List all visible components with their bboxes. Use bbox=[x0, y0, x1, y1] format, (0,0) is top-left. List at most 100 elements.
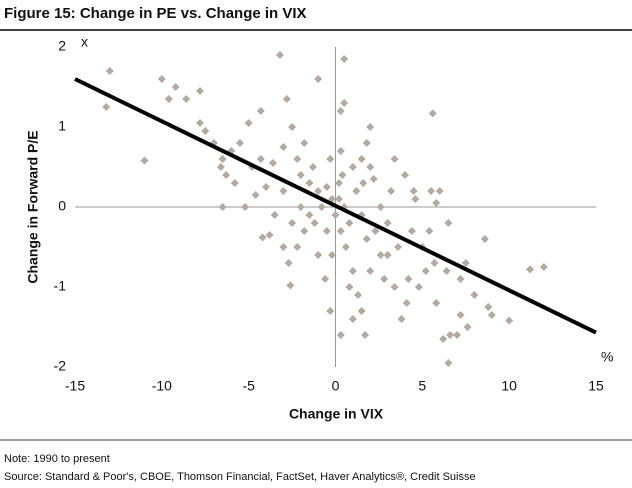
point bbox=[230, 179, 239, 187]
point bbox=[348, 315, 357, 323]
point bbox=[328, 251, 337, 259]
point bbox=[444, 219, 453, 227]
x-tick-label: 0 bbox=[332, 378, 340, 394]
point bbox=[244, 119, 253, 127]
point bbox=[102, 103, 111, 111]
point bbox=[256, 107, 265, 115]
point bbox=[331, 211, 340, 219]
point bbox=[362, 139, 371, 147]
point bbox=[310, 219, 319, 227]
point bbox=[480, 235, 489, 243]
point bbox=[314, 75, 323, 83]
point bbox=[282, 95, 291, 103]
point bbox=[470, 291, 479, 299]
point bbox=[314, 187, 323, 195]
point bbox=[361, 331, 370, 339]
chart-title: Figure 15: Change in PE vs. Change in VI… bbox=[4, 5, 307, 22]
point bbox=[300, 139, 309, 147]
point bbox=[279, 243, 288, 251]
point bbox=[296, 171, 305, 179]
point bbox=[340, 99, 349, 107]
point bbox=[341, 243, 350, 251]
point bbox=[357, 155, 366, 163]
point bbox=[322, 227, 331, 235]
point bbox=[326, 155, 335, 163]
point bbox=[196, 87, 205, 95]
point bbox=[336, 107, 345, 115]
point bbox=[288, 123, 297, 131]
point bbox=[279, 187, 288, 195]
trend-line bbox=[74, 77, 597, 335]
point bbox=[345, 283, 354, 291]
point bbox=[308, 163, 317, 171]
point bbox=[354, 291, 363, 299]
point bbox=[305, 179, 314, 187]
point bbox=[366, 267, 375, 275]
point bbox=[293, 155, 302, 163]
point bbox=[262, 183, 271, 191]
point bbox=[404, 275, 413, 283]
point bbox=[409, 187, 418, 195]
point bbox=[321, 275, 330, 283]
point bbox=[456, 275, 465, 283]
point bbox=[268, 159, 277, 167]
point bbox=[359, 179, 368, 187]
point bbox=[171, 83, 180, 91]
point bbox=[196, 119, 205, 127]
point bbox=[526, 265, 535, 274]
y-tick-label: -1 bbox=[54, 278, 67, 294]
x-tick-label: 10 bbox=[501, 378, 517, 394]
point bbox=[288, 219, 297, 227]
point bbox=[371, 227, 380, 235]
x-tick-label: 5 bbox=[418, 378, 426, 394]
point bbox=[369, 175, 378, 183]
point bbox=[402, 299, 411, 307]
point bbox=[235, 139, 244, 147]
point bbox=[442, 267, 451, 275]
point bbox=[334, 179, 343, 187]
point bbox=[293, 243, 302, 251]
point bbox=[216, 163, 225, 171]
point bbox=[425, 227, 434, 235]
point bbox=[345, 219, 354, 227]
point bbox=[305, 211, 314, 219]
point bbox=[326, 307, 335, 315]
point bbox=[286, 281, 295, 290]
point bbox=[251, 191, 260, 199]
point bbox=[427, 187, 436, 195]
point bbox=[275, 51, 284, 59]
x-tick-label: 15 bbox=[588, 378, 604, 394]
note: Note: 1990 to present bbox=[4, 453, 110, 465]
y-unit: x bbox=[81, 34, 88, 50]
point bbox=[279, 143, 288, 151]
x-unit: % bbox=[601, 349, 613, 365]
source: Source: Standard & Poor's, CBOE, Thomson… bbox=[4, 471, 476, 483]
point bbox=[505, 316, 514, 325]
point bbox=[484, 303, 493, 311]
point bbox=[317, 203, 326, 211]
point bbox=[218, 155, 227, 163]
point bbox=[407, 227, 416, 235]
point bbox=[357, 307, 366, 315]
point bbox=[432, 199, 441, 207]
y-axis-label: Change in Forward P/E bbox=[25, 130, 41, 283]
point bbox=[414, 283, 423, 291]
point bbox=[383, 219, 392, 227]
x-axis-label: Change in VIX bbox=[289, 406, 384, 422]
x-tick-label: -10 bbox=[152, 378, 172, 394]
point bbox=[348, 267, 357, 275]
point bbox=[400, 171, 409, 179]
point bbox=[376, 251, 385, 259]
point bbox=[336, 227, 345, 235]
point bbox=[397, 315, 406, 323]
point bbox=[366, 123, 375, 131]
point bbox=[157, 75, 166, 83]
point bbox=[439, 335, 448, 343]
y-tick-label: 2 bbox=[58, 38, 66, 54]
y-tick-label: 0 bbox=[58, 198, 66, 214]
x-tick-label: -5 bbox=[242, 378, 255, 394]
point bbox=[222, 171, 231, 179]
point bbox=[411, 195, 420, 203]
point bbox=[539, 263, 548, 271]
